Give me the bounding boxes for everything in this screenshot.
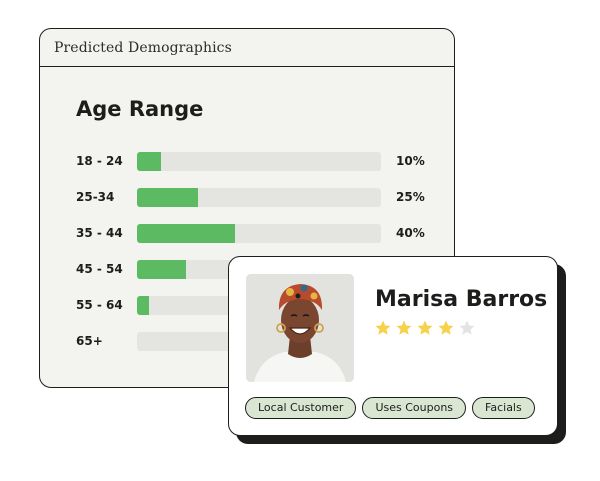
- demographics-window: Predicted Demographics Age Range 18 - 24…: [39, 28, 455, 388]
- person-name: Marisa Barros: [375, 287, 548, 312]
- star-icon: [375, 320, 391, 335]
- age-label: 55 - 64: [76, 298, 123, 312]
- age-bar-fill: [137, 224, 235, 243]
- star-icon: [396, 320, 412, 335]
- person-photo-icon: [246, 274, 354, 382]
- age-bar-fill: [137, 296, 150, 315]
- age-label: 18 - 24: [76, 154, 123, 168]
- age-bar-track: [137, 224, 381, 243]
- age-row-25-34: 25-34 25%: [76, 187, 436, 207]
- age-label: 25-34: [76, 190, 115, 204]
- age-label: 65+: [76, 334, 103, 348]
- age-label: 35 - 44: [76, 226, 123, 240]
- age-row-18-24: 18 - 24 10%: [76, 151, 436, 171]
- rating-stars: [374, 319, 476, 337]
- tag-facials[interactable]: Facials: [472, 397, 535, 419]
- age-percent: 40%: [396, 226, 425, 240]
- star-icon: [417, 320, 433, 335]
- age-row-35-44: 35 - 44 40%: [76, 223, 436, 243]
- section-title: Age Range: [76, 97, 204, 121]
- age-bar-fill: [137, 188, 198, 207]
- profile-card: Marisa Barros Local Customer Uses Coupon…: [228, 256, 558, 436]
- star-icon: [438, 320, 454, 335]
- age-bar-track: [137, 152, 381, 171]
- age-bar-fill: [137, 152, 162, 171]
- person-photo: [246, 274, 354, 382]
- window-title: Predicted Demographics: [54, 39, 232, 56]
- age-percent: 10%: [396, 154, 425, 168]
- age-percent: 25%: [396, 190, 425, 204]
- star-icon: [459, 320, 475, 335]
- age-bar-track: [137, 188, 381, 207]
- age-bar-fill: [137, 260, 186, 279]
- tag-local-customer[interactable]: Local Customer: [245, 397, 357, 419]
- age-label: 45 - 54: [76, 262, 123, 276]
- window-titlebar: Predicted Demographics: [40, 29, 454, 67]
- tag-list: Local Customer Uses Coupons Facials: [245, 397, 535, 419]
- tag-uses-coupons[interactable]: Uses Coupons: [362, 397, 467, 419]
